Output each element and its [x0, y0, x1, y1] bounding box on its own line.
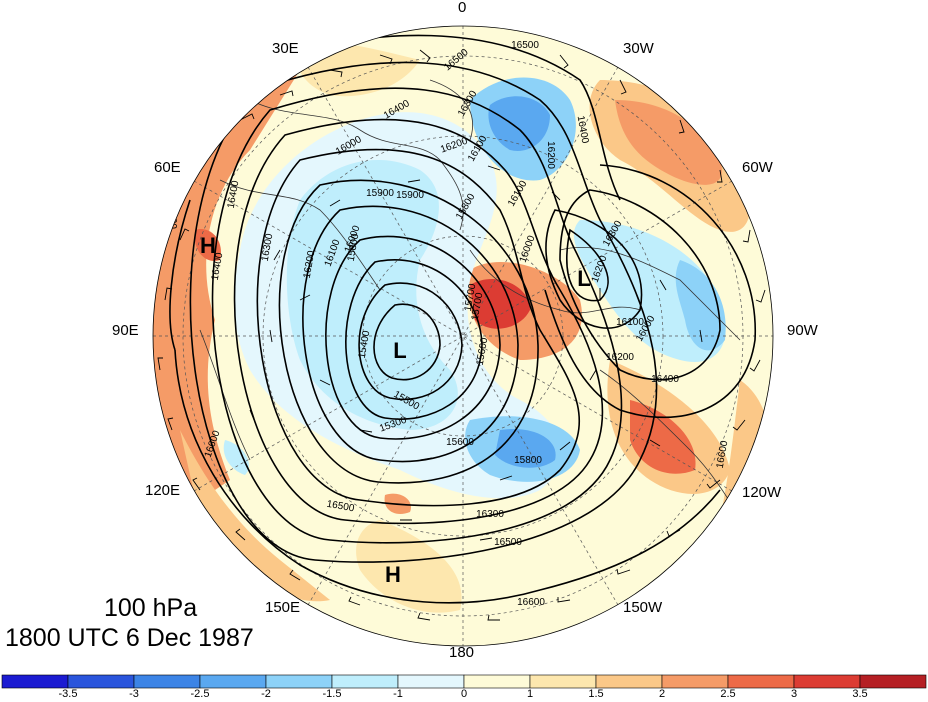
lon-label-30w: 30W [623, 40, 654, 57]
contour-label: 16200 [545, 141, 556, 169]
colorbar-tick-label: 3.5 [852, 688, 868, 700]
colorbar-swatch [793, 674, 861, 689]
contour-label: 15600 [446, 437, 474, 448]
colorbar-swatch [1, 674, 69, 689]
colorbar-swatch [859, 674, 927, 689]
contour-label: 16500 [494, 537, 522, 548]
contour-label: 15800 [514, 455, 542, 466]
colorbar-swatch [133, 674, 201, 689]
lon-label-150e: 150E [265, 599, 301, 616]
colorbar-tick-label: -1.5 [322, 688, 342, 700]
colorbar-swatch [727, 674, 795, 689]
low-center-label: L [393, 338, 406, 363]
contour-label: 16300 [476, 509, 504, 520]
contour-label: 15700 [463, 282, 479, 312]
lon-label-180: 180 [449, 644, 475, 661]
colorbar-swatch [199, 674, 267, 689]
colorbar-swatch [595, 674, 663, 689]
colorbar-tick-label: -3 [129, 688, 139, 700]
colorbar-tick-label: 1.5 [588, 688, 604, 700]
contour-label: 16200 [606, 352, 634, 363]
datetime-caption: 1800 UTC 6 Dec 1987 [5, 624, 254, 652]
colorbar-tick-label: -1 [393, 688, 403, 700]
contour-label: 16400 [226, 179, 242, 209]
contour-label: 16500 [326, 499, 356, 515]
lon-label-30e: 30E [272, 40, 299, 57]
colorbar-tick-label: 2.5 [720, 688, 736, 700]
colorbar-tick-label: -3.5 [58, 688, 78, 700]
contour-label: 15400 [357, 329, 373, 359]
lon-label-0: 0 [458, 0, 467, 16]
colorbar [1, 674, 927, 689]
colorbar-swatch [463, 674, 531, 689]
colorbar-swatch [397, 674, 465, 689]
level-caption: 100 hPa [104, 594, 198, 622]
lon-label-150w: 150W [623, 599, 663, 616]
contour-label: 16200 [302, 249, 318, 279]
low-center-label: L [577, 266, 590, 291]
colorbar-swatch [67, 674, 135, 689]
colorbar-tick-label: -2 [261, 688, 271, 700]
high-center-label: H [200, 233, 216, 258]
contour-label: 16400 [575, 115, 591, 145]
colorbar-swatch [661, 674, 729, 689]
lon-label-90w: 90W [787, 322, 818, 339]
contour-label: 16400 [210, 251, 226, 281]
contour-label: 15900 [366, 188, 394, 199]
high-center-label: H [385, 562, 401, 587]
lon-label-120w: 120W [742, 484, 782, 501]
contour-label: 15800 [346, 232, 362, 262]
contour-label: 16600 [167, 201, 178, 229]
contour-label: 16500 [511, 40, 539, 51]
colorbar-tick-label: -2.5 [190, 688, 210, 700]
contour-label: 16600 [715, 439, 731, 469]
contour-label: 16300 [260, 232, 276, 262]
contour-label: 15600 [475, 336, 491, 366]
contour-label: 16100 [616, 317, 644, 328]
colorbar-tick-label: 1 [526, 688, 534, 700]
colorbar-swatch [331, 674, 399, 689]
colorbar-tick-label: 2 [658, 688, 666, 700]
contour-label: 15700 [470, 291, 486, 321]
map-boundary [152, 25, 774, 647]
colorbar-swatch [265, 674, 333, 689]
lon-label-120e: 120E [145, 482, 181, 499]
colorbar-tick-label: 0 [460, 688, 468, 700]
wind-barbs [157, 49, 766, 621]
lon-label-60w: 60W [742, 159, 773, 176]
contour-label: 16600 [517, 597, 545, 608]
contour-label: 16400 [651, 374, 679, 385]
contour-label: 15900 [396, 190, 424, 201]
lon-label-60e: 60E [154, 159, 181, 176]
lon-label-90e: 90E [112, 322, 139, 339]
colorbar-swatch [529, 674, 597, 689]
colorbar-tick-label: 3 [790, 688, 798, 700]
